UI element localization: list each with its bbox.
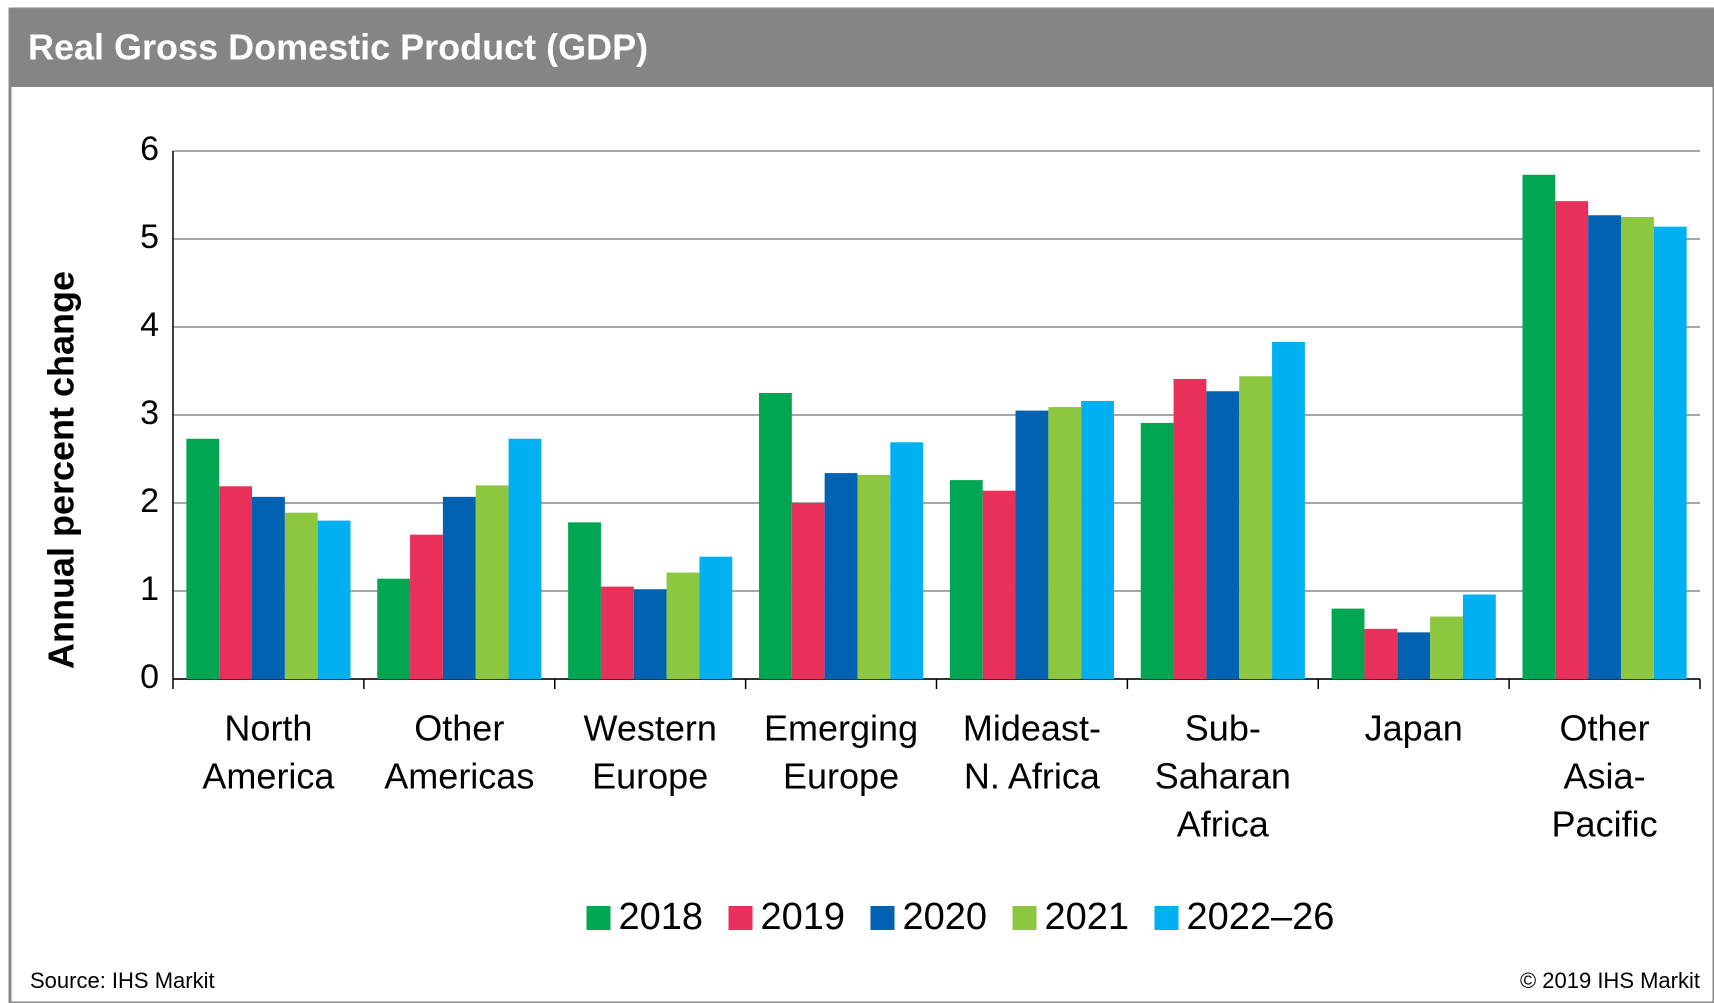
bar: [186, 438, 220, 679]
x-tick-label: Japan: [1365, 708, 1463, 749]
y-tick-label: 3: [140, 394, 159, 432]
source: Source: IHS Markit: [30, 968, 215, 993]
bar: [1081, 400, 1115, 679]
bar: [1522, 174, 1556, 679]
legend-swatch: [870, 906, 895, 930]
bar: [982, 490, 1016, 679]
bar: [1555, 201, 1589, 679]
bar: [284, 512, 318, 679]
x-tick-label: Pacific: [1552, 804, 1658, 845]
bar: [219, 486, 253, 679]
bar: [1173, 378, 1207, 679]
x-tick-label: Emerging: [764, 708, 918, 749]
legend-swatch: [586, 906, 611, 930]
bar: [699, 556, 733, 679]
x-tick-label: Europe: [592, 756, 708, 797]
legend-swatch: [1012, 906, 1037, 930]
bar: [1015, 410, 1049, 679]
bar: [633, 589, 667, 679]
x-tick-label: Western: [583, 708, 716, 749]
x-tick-label: Africa: [1177, 804, 1270, 845]
y-tick-label: 4: [140, 306, 159, 344]
x-tick-label: Americas: [384, 756, 534, 797]
bar: [1140, 422, 1174, 679]
x-tick-label: Other: [1560, 708, 1650, 749]
y-tick-label: 0: [140, 658, 159, 696]
legend-label: 2019: [761, 896, 846, 938]
bar: [568, 522, 601, 679]
bar: [1331, 608, 1365, 679]
bar: [252, 496, 285, 679]
bar: [600, 586, 634, 679]
bar: [1272, 341, 1305, 679]
bar: [317, 520, 351, 679]
bar: [377, 578, 411, 679]
x-tick-label: America: [202, 756, 335, 797]
x-tick-label: Sub-: [1185, 708, 1261, 749]
bar: [1462, 594, 1496, 679]
bar: [890, 442, 924, 679]
bar: [758, 393, 792, 679]
legend-swatch: [728, 906, 753, 930]
bar: [666, 572, 700, 679]
bar: [1364, 628, 1398, 679]
x-tick-label: Mideast-: [963, 708, 1101, 749]
bar: [1397, 632, 1431, 679]
legend-swatch: [1154, 906, 1179, 930]
legend-label: 2022–26: [1187, 896, 1335, 938]
x-tick-label: Asia-: [1564, 756, 1646, 797]
bar: [791, 503, 825, 679]
bar: [949, 480, 983, 679]
copyright: © 2019 IHS Markit: [1520, 968, 1700, 993]
bar: [824, 473, 858, 679]
bar: [1048, 407, 1082, 679]
header: [10, 9, 1714, 87]
legend-label: 2021: [1045, 896, 1130, 938]
y-axis-label: Annual percent change: [41, 271, 82, 669]
bar: [1206, 391, 1240, 679]
chart-title: Real Gross Domestic Product (GDP): [28, 27, 648, 68]
bar: [1653, 226, 1687, 679]
x-tick-label: N. Africa: [964, 756, 1101, 797]
bar: [508, 438, 542, 679]
bar: [1239, 376, 1273, 679]
legend-label: 2018: [619, 896, 704, 938]
legend-label: 2020: [903, 896, 988, 938]
bar: [857, 474, 891, 679]
y-tick-label: 6: [140, 130, 159, 168]
x-tick-label: Saharan: [1155, 756, 1291, 797]
y-tick-label: 5: [140, 218, 159, 256]
bar: [1620, 217, 1654, 679]
bar: [410, 534, 443, 679]
bar: [1430, 616, 1463, 679]
x-tick-label: Other: [414, 708, 504, 749]
x-tick-label: Europe: [783, 756, 899, 797]
y-tick-label: 1: [140, 570, 159, 608]
x-tick-label: North: [224, 708, 312, 749]
bar: [475, 485, 509, 679]
bar: [442, 496, 476, 679]
bar: [1588, 215, 1621, 680]
y-tick-label: 2: [140, 482, 159, 520]
